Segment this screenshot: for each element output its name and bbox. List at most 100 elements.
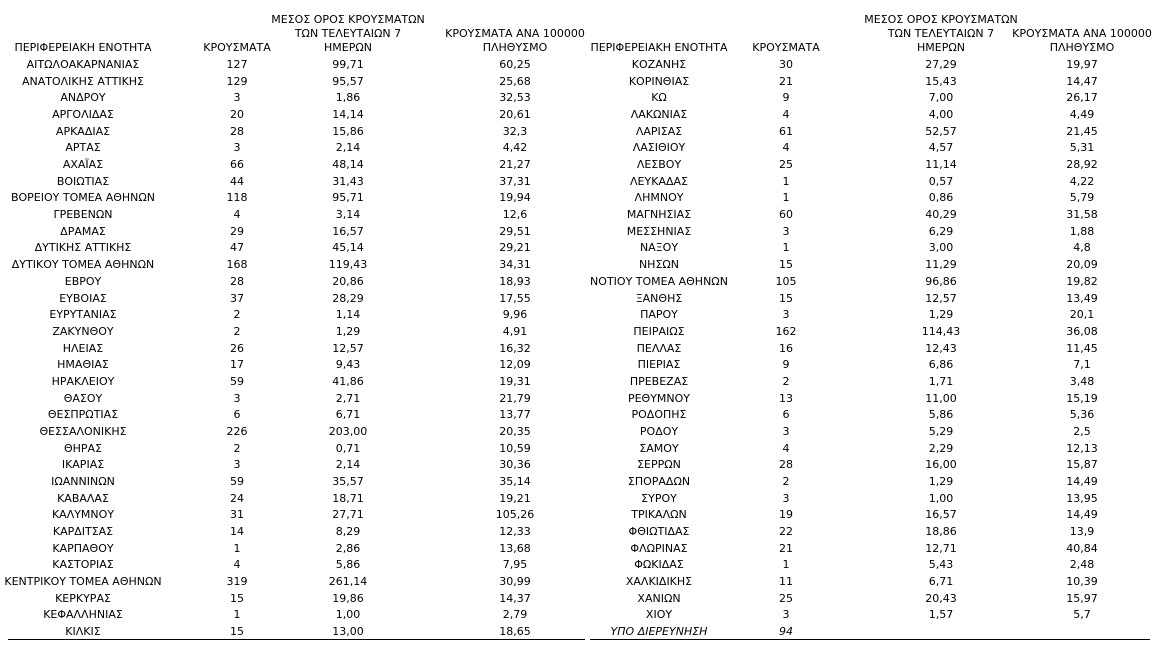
header-text: ΤΩΝ ΤΕΛΕΥΤΑΙΩΝ 7 [887, 27, 995, 40]
cell: 29,51 [499, 224, 531, 238]
cell: 2,29 [928, 441, 954, 455]
cell: 30 [779, 58, 793, 71]
cell: 1,14 [335, 308, 361, 322]
region-name: ΚΕΦΑΛΛΗΝΙΑΣ [43, 608, 123, 622]
cell: 15 [230, 625, 244, 639]
region-name: ΛΕΣΒΟΥ [636, 158, 682, 172]
region-name: ΚΟΡΙΝΘΙΑΣ [628, 74, 690, 88]
cell: 4 [782, 441, 790, 455]
region-name: ΠΕΛΛΑΣ [636, 341, 682, 355]
cell: 1,57 [928, 608, 954, 622]
cell: 20,43 [925, 591, 957, 605]
cell: 0,57 [928, 174, 954, 188]
cell: 4,8 [1073, 241, 1091, 255]
cell: 12,6 [502, 208, 528, 222]
header-text: ΠΕΡΙΦΕΡΕΙΑΚΗ ΕΝΟΤΗΤΑ [14, 41, 152, 54]
cell: 31,43 [332, 174, 364, 188]
cell: 1,00 [928, 491, 954, 505]
cell: 7,00 [928, 91, 954, 105]
cell: 37,31 [499, 174, 531, 188]
cell: 25 [779, 158, 793, 172]
region-name: ΦΩΚΙΔΑΣ [634, 558, 684, 572]
region-name: ΗΡΑΚΛΕΙΟΥ [51, 374, 115, 388]
cell: 18,86 [925, 525, 957, 539]
region-name: ΧΑΛΚΙΔΙΚΗΣ [625, 575, 693, 589]
cell: 168 [226, 258, 248, 272]
cell: 4,91 [502, 324, 528, 338]
region-name: ΜΕΣΣΗΝΙΑΣ [626, 224, 692, 238]
cell: 10,39 [1066, 575, 1098, 589]
cell: 19,21 [499, 491, 531, 505]
cell: 11,00 [925, 391, 957, 405]
cell: 12,57 [332, 341, 364, 355]
cell: 10,59 [499, 441, 531, 455]
footer-cell: 94 [779, 625, 793, 639]
cell: 6 [782, 408, 790, 422]
cell: 1,00 [335, 608, 361, 622]
region-name: ΛΗΜΝΟΥ [634, 191, 684, 205]
cell: 13,68 [499, 541, 531, 555]
cell: 261,14 [328, 575, 368, 589]
cell: 1 [782, 558, 790, 572]
bottom-rule [8, 639, 585, 640]
cell: 25 [779, 591, 793, 605]
cell: 6,86 [928, 358, 954, 372]
cell: 96,86 [925, 274, 957, 288]
cell: 21 [779, 541, 793, 555]
cell: 20,1 [1069, 308, 1095, 322]
region-name: ΙΩΑΝΝΙΝΩΝ [51, 475, 115, 488]
region-name: ΕΒΡΟΥ [64, 274, 102, 288]
cell: 24 [230, 491, 244, 505]
header-text: ΜΕΣΟΣ ΟΡΟΣ ΚΡΟΥΣΜΑΤΩΝ [864, 13, 1018, 26]
cell: 5,31 [1069, 141, 1095, 155]
region-name: ΠΡΕΒΕΖΑΣ [629, 374, 689, 388]
cell: 2 [233, 324, 241, 338]
header-text: ΚΡΟΥΣΜΑΤΑ [203, 41, 271, 54]
cell: 19,82 [1066, 274, 1098, 288]
region-name: ΛΑΡΙΣΑΣ [635, 124, 683, 138]
region-name: ΝΗΣΩΝ [638, 258, 680, 272]
region-name: ΕΥΒΟΙΑΣ [59, 291, 107, 305]
cell: 5,86 [928, 408, 954, 422]
cell: 28,92 [1066, 158, 1098, 172]
cell: 28 [230, 124, 244, 138]
region-name: ΠΕΙΡΑΙΩΣ [633, 324, 685, 338]
cell: 48,14 [332, 158, 364, 172]
region-name: ΠΑΡΟΥ [640, 308, 678, 322]
region-name: ΣΥΡΟΥ [641, 491, 677, 505]
region-name: ΚΙΛΚΙΣ [65, 625, 101, 639]
cell: 2,14 [335, 458, 361, 472]
cell: 37 [230, 291, 244, 305]
cell: 20,86 [332, 274, 364, 288]
cell: 3,48 [1069, 374, 1095, 388]
cell: 15,19 [1066, 391, 1098, 405]
cell: 15 [779, 258, 793, 272]
cell: 18,71 [332, 491, 364, 505]
cell: 2 [233, 308, 241, 322]
region-name: ΚΕΝΤΡΙΚΟΥ ΤΟΜΕΑ ΑΘΗΝΩΝ [4, 575, 162, 589]
region-name: ΒΟΡΕΙΟΥ ΤΟΜΕΑ ΑΘΗΝΩΝ [10, 191, 156, 205]
header-text: ΚΡΟΥΣΜΑΤΑ [752, 41, 820, 54]
region-name: ΑΙΤΩΛΟΑΚΑΡΝΑΝΙΑΣ [26, 58, 140, 71]
region-name: ΚΩ [651, 91, 667, 105]
cell: 21,45 [1066, 124, 1098, 138]
cell: 6,71 [928, 575, 954, 589]
cell: 118 [226, 191, 248, 205]
cell: 14,47 [1066, 74, 1098, 88]
region-name: ΧΑΝΙΩΝ [637, 591, 681, 605]
cell: 13,77 [499, 408, 531, 422]
cell: 3 [233, 391, 241, 405]
cell: 4,42 [502, 141, 528, 155]
region-name: ΚΑΒΑΛΑΣ [57, 491, 109, 505]
cell: 32,53 [499, 91, 531, 105]
region-name: ΕΥΡΥΤΑΝΙΑΣ [49, 308, 117, 322]
region-name: ΡΕΘΥΜΝΟΥ [627, 391, 691, 405]
region-name: ΘΗΡΑΣ [63, 441, 103, 455]
header-text: ΜΕΣΟΣ ΟΡΟΣ ΚΡΟΥΣΜΑΤΩΝ [271, 13, 425, 26]
region-name: ΝΟΤΙΟΥ ΤΟΜΕΑ ΑΘΗΝΩΝ [590, 274, 728, 288]
region-name: ΘΕΣΣΑΛΟΝΙΚΗΣ [39, 424, 127, 438]
region-name: ΠΙΕΡΙΑΣ [637, 358, 681, 372]
region-name: ΜΑΓΝΗΣΙΑΣ [626, 208, 692, 222]
cell: 1 [233, 608, 241, 622]
